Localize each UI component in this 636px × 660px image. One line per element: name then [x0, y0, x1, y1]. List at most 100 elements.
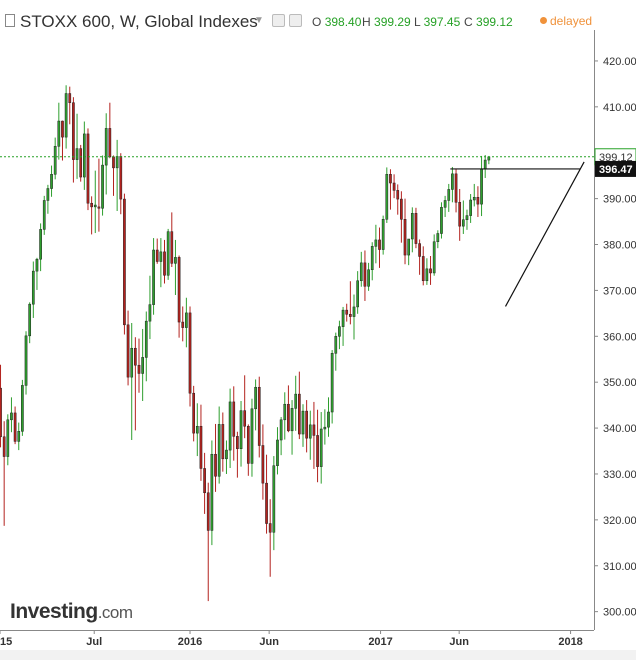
ohlc-open: O 398.40 [312, 15, 362, 29]
candle [17, 422, 21, 451]
candle [410, 207, 414, 253]
timeframe-bar[interactable] [0, 650, 636, 660]
candle-body [137, 364, 141, 374]
candle-body [367, 269, 370, 287]
candle-body [115, 156, 119, 169]
candle-body [400, 198, 403, 220]
candle-body [21, 385, 24, 432]
candle-body [195, 425, 199, 434]
candle [305, 400, 308, 453]
candle [72, 97, 75, 183]
candle [0, 364, 2, 448]
candle-body [232, 401, 236, 437]
candle-body [144, 320, 148, 358]
collapse-icon[interactable] [5, 14, 15, 27]
candle [276, 427, 279, 475]
candle [137, 338, 141, 393]
candle [283, 392, 287, 440]
candle-body [123, 198, 126, 326]
gear-icon[interactable] [289, 14, 302, 27]
candle [6, 414, 10, 466]
candle [126, 310, 130, 386]
y-tick-label: 340.00 [603, 423, 636, 435]
candle-body [170, 231, 174, 264]
candle-body [228, 401, 232, 451]
candle [174, 239, 177, 295]
candle-body [316, 435, 319, 467]
candle-body [257, 386, 261, 446]
candle [308, 410, 312, 460]
candle [148, 275, 152, 340]
candle-body [327, 411, 330, 428]
candle [97, 158, 101, 232]
candle [155, 238, 159, 264]
candle-body [330, 353, 334, 413]
chevron-down-icon[interactable]: ▼ [254, 15, 264, 26]
candle [31, 261, 35, 318]
x-tick-label: 2015 [0, 636, 12, 648]
candle [79, 144, 83, 182]
candle-body [389, 174, 392, 184]
candle-body [203, 468, 206, 494]
candle [400, 191, 403, 243]
candle-body [370, 246, 374, 271]
candle [2, 421, 6, 526]
candle-body [50, 174, 53, 189]
candle [287, 385, 290, 433]
candle-body [42, 200, 46, 230]
candle-body [374, 239, 378, 247]
candle-body [403, 219, 407, 256]
candle-body [134, 347, 137, 366]
candle-body [82, 133, 86, 178]
candle-body [421, 256, 425, 282]
candle [472, 183, 476, 207]
candle-body [155, 249, 159, 262]
candle [378, 227, 381, 268]
candle [159, 238, 163, 288]
candle-body [436, 233, 440, 243]
candle-body [359, 262, 363, 282]
candle-body [294, 393, 298, 409]
candle-body [104, 128, 108, 166]
candle-body [378, 239, 381, 250]
candle-body [396, 190, 400, 200]
candle [414, 207, 418, 249]
candle-body [418, 243, 421, 257]
candle [210, 440, 214, 546]
candle [476, 186, 480, 217]
candle [359, 251, 363, 287]
close-value: 399.12 [476, 15, 513, 29]
candle-body [381, 219, 385, 250]
candle [123, 193, 126, 335]
candle-body [407, 238, 411, 256]
candle [352, 294, 356, 340]
candle-body [469, 199, 472, 216]
candle [24, 331, 28, 395]
candle [367, 262, 370, 291]
candle-body [97, 206, 101, 209]
candle-body [152, 249, 155, 305]
candle-body [265, 482, 268, 524]
candle-body [192, 392, 196, 434]
candle-body [429, 268, 432, 274]
candle-body [483, 159, 487, 170]
settings-icon[interactable] [272, 14, 285, 27]
candle [327, 397, 330, 437]
candle [90, 196, 93, 235]
candle-body [454, 173, 458, 203]
candle-body [13, 412, 17, 442]
candle-body [46, 188, 50, 201]
candle-body [177, 257, 181, 323]
candle [141, 328, 144, 402]
candle [403, 198, 407, 265]
candle [432, 234, 436, 276]
candle-body [447, 189, 451, 201]
candle [451, 166, 454, 203]
candle [93, 170, 97, 234]
candle [363, 250, 367, 301]
candle-body [214, 453, 217, 477]
y-tick-label: 360.00 [603, 331, 636, 343]
candle [294, 375, 298, 431]
candle-body [279, 419, 283, 441]
